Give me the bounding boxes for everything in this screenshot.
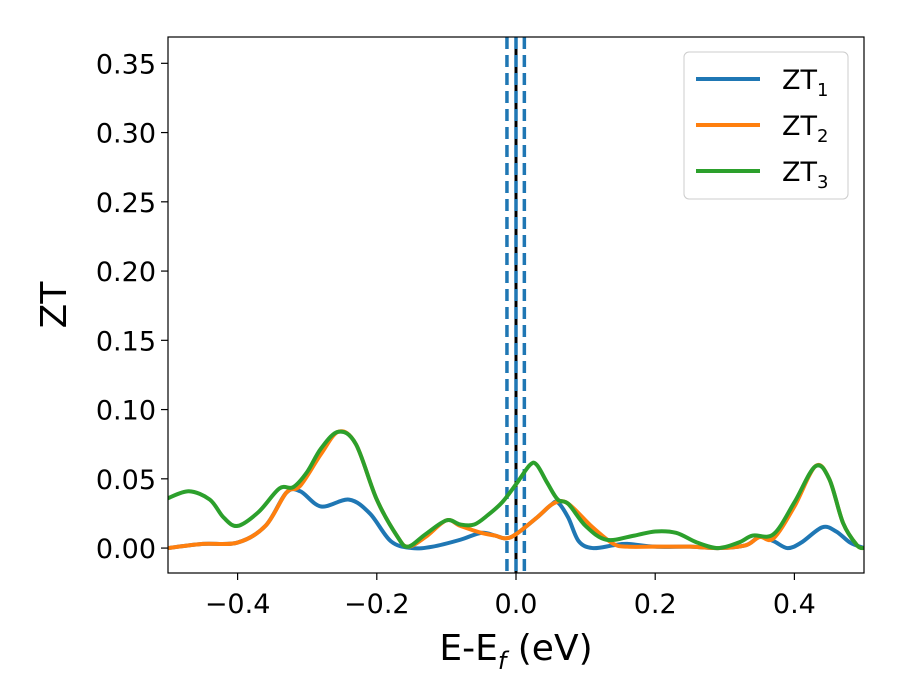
x-axis-title-unit: (eV): [506, 628, 592, 669]
legend-label-zt2: ZT2: [782, 111, 828, 147]
x-tick-label: 0.0: [495, 589, 538, 620]
x-axis: −0.4 −0.2 0.0 0.2 0.4: [205, 573, 816, 620]
legend-label-zt3: ZT3: [782, 157, 828, 193]
legend-box: [683, 51, 849, 200]
y-tick-label: 0.35: [96, 49, 156, 80]
y-tick-label: 0.20: [96, 257, 156, 288]
y-tick-label: 0.05: [96, 465, 156, 496]
series-line-zt3: [168, 429, 864, 551]
legend: ZT1 ZT2 ZT3: [683, 51, 849, 200]
x-tick-label: 0.2: [634, 589, 677, 620]
y-tick-label: 0.00: [96, 534, 156, 565]
y-tick-label: 0.30: [96, 119, 156, 150]
y-axis: 0.00 0.05 0.10 0.15 0.20 0.25 0.30 0.35: [96, 49, 168, 565]
x-tick-label: 0.4: [773, 589, 816, 620]
series-layer: [168, 429, 864, 551]
series-line-zt2: [168, 429, 864, 551]
x-axis-title: E-Ef (eV): [439, 628, 592, 675]
y-axis-title: ZT: [34, 281, 75, 329]
y-tick-label: 0.25: [96, 188, 156, 219]
y-tick-label: 0.15: [96, 326, 156, 357]
y-tick-label: 0.10: [96, 396, 156, 427]
legend-label-zt1: ZT1: [782, 65, 828, 101]
x-tick-label: −0.2: [344, 589, 410, 620]
x-tick-label: −0.4: [205, 589, 271, 620]
x-axis-title-main: E-E: [439, 628, 497, 669]
